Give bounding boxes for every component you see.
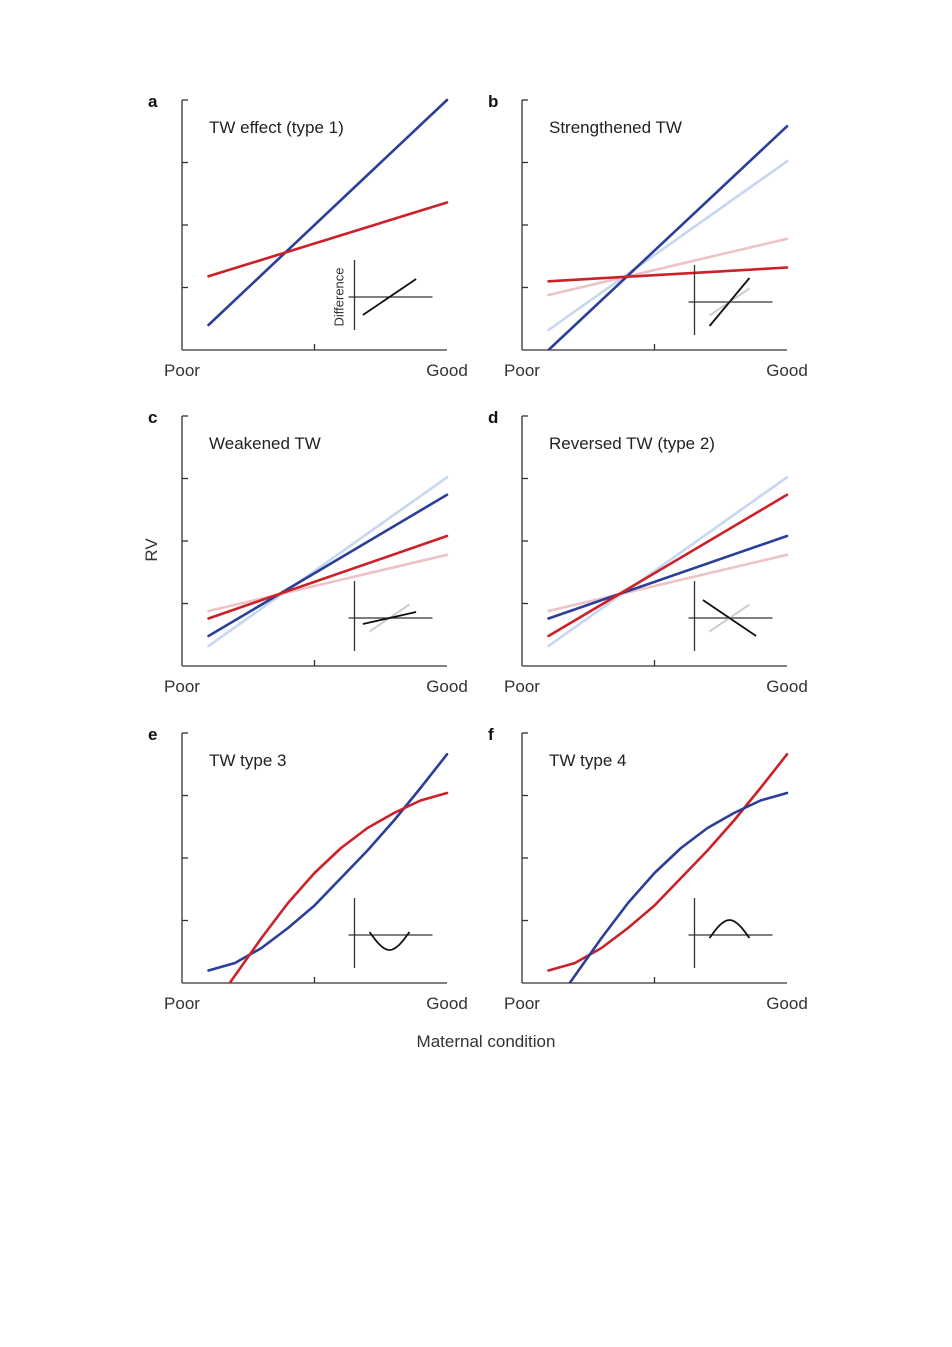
series-line-blue: [568, 791, 789, 983]
series-line-blue: [207, 98, 449, 327]
inset-y-label: Difference: [332, 267, 347, 326]
panel-label: f: [488, 725, 494, 744]
series-line-blue: [207, 752, 449, 972]
inset-difference-line: [362, 278, 417, 316]
x-axis-label: Maternal condition: [417, 1032, 556, 1051]
series-line-blue: [207, 493, 449, 638]
series-line-red_faded: [547, 553, 789, 613]
x-tick-label: Good: [426, 677, 468, 696]
series-group: [207, 752, 449, 983]
series-line-red: [228, 791, 449, 983]
x-tick-label: Good: [766, 677, 808, 696]
inset-difference-line: [368, 931, 411, 951]
series-line-blue: [547, 534, 789, 620]
series-line-red_faded: [547, 237, 789, 297]
x-tick-label: Good: [766, 994, 808, 1013]
series-group: [547, 125, 789, 350]
series-line-red: [207, 201, 449, 278]
x-tick-label: Poor: [504, 361, 540, 380]
panel-c: c Weakened TW Poor Good: [148, 408, 468, 696]
panel-d: d Reversed TW (type 2) Poor Good: [488, 408, 808, 696]
inset: [348, 898, 433, 968]
panel-title: TW effect (type 1): [209, 118, 344, 137]
panel-title: TW type 4: [549, 751, 626, 770]
series-group: [547, 475, 789, 648]
inset-difference-line: [362, 611, 417, 625]
series-line-blue_faded: [207, 475, 449, 648]
x-tick-label: Poor: [164, 677, 200, 696]
series-line-red: [547, 752, 789, 972]
series-line-red: [547, 266, 789, 283]
panel-label: e: [148, 725, 157, 744]
panel-e: e TW type 3 Poor Good: [148, 725, 468, 1013]
series-line-red: [547, 493, 789, 638]
panel-b: b Strengthened TW Poor Good: [488, 92, 808, 380]
series-line-blue: [547, 125, 789, 350]
inset: [688, 581, 773, 651]
x-tick-label: Poor: [504, 677, 540, 696]
panel-f: f TW type 4 Poor Good: [488, 725, 808, 1013]
panel-title: TW type 3: [209, 751, 286, 770]
x-tick-label: Poor: [164, 361, 200, 380]
series-group: [207, 98, 449, 327]
x-tick-label: Good: [426, 361, 468, 380]
panel-title: Strengthened TW: [549, 118, 682, 137]
y-axis-label: RV: [142, 538, 161, 562]
panel-label: d: [488, 408, 498, 427]
series-line-blue_faded: [547, 160, 789, 332]
inset: [688, 898, 773, 968]
panel-label: b: [488, 92, 498, 111]
inset: [348, 581, 433, 651]
x-tick-label: Good: [766, 361, 808, 380]
series-group: [547, 752, 789, 983]
panel-a: a TW effect (type 1) Poor Good Difference: [148, 92, 468, 380]
series-line-red_faded: [207, 553, 449, 613]
inset-difference-line: [708, 919, 751, 939]
series-line-red: [207, 534, 449, 620]
x-tick-label: Good: [426, 994, 468, 1013]
inset: [688, 265, 773, 335]
x-tick-label: Poor: [504, 994, 540, 1013]
x-tick-label: Poor: [164, 994, 200, 1013]
inset-difference-line: [702, 599, 757, 637]
inset: Difference: [332, 260, 433, 330]
panel-label: c: [148, 408, 157, 427]
inset-difference-line: [708, 277, 751, 327]
panel-label: a: [148, 92, 158, 111]
panel-title: Weakened TW: [209, 434, 321, 453]
series-group: [207, 475, 449, 648]
panel-title: Reversed TW (type 2): [549, 434, 715, 453]
series-line-blue_faded: [547, 475, 789, 648]
